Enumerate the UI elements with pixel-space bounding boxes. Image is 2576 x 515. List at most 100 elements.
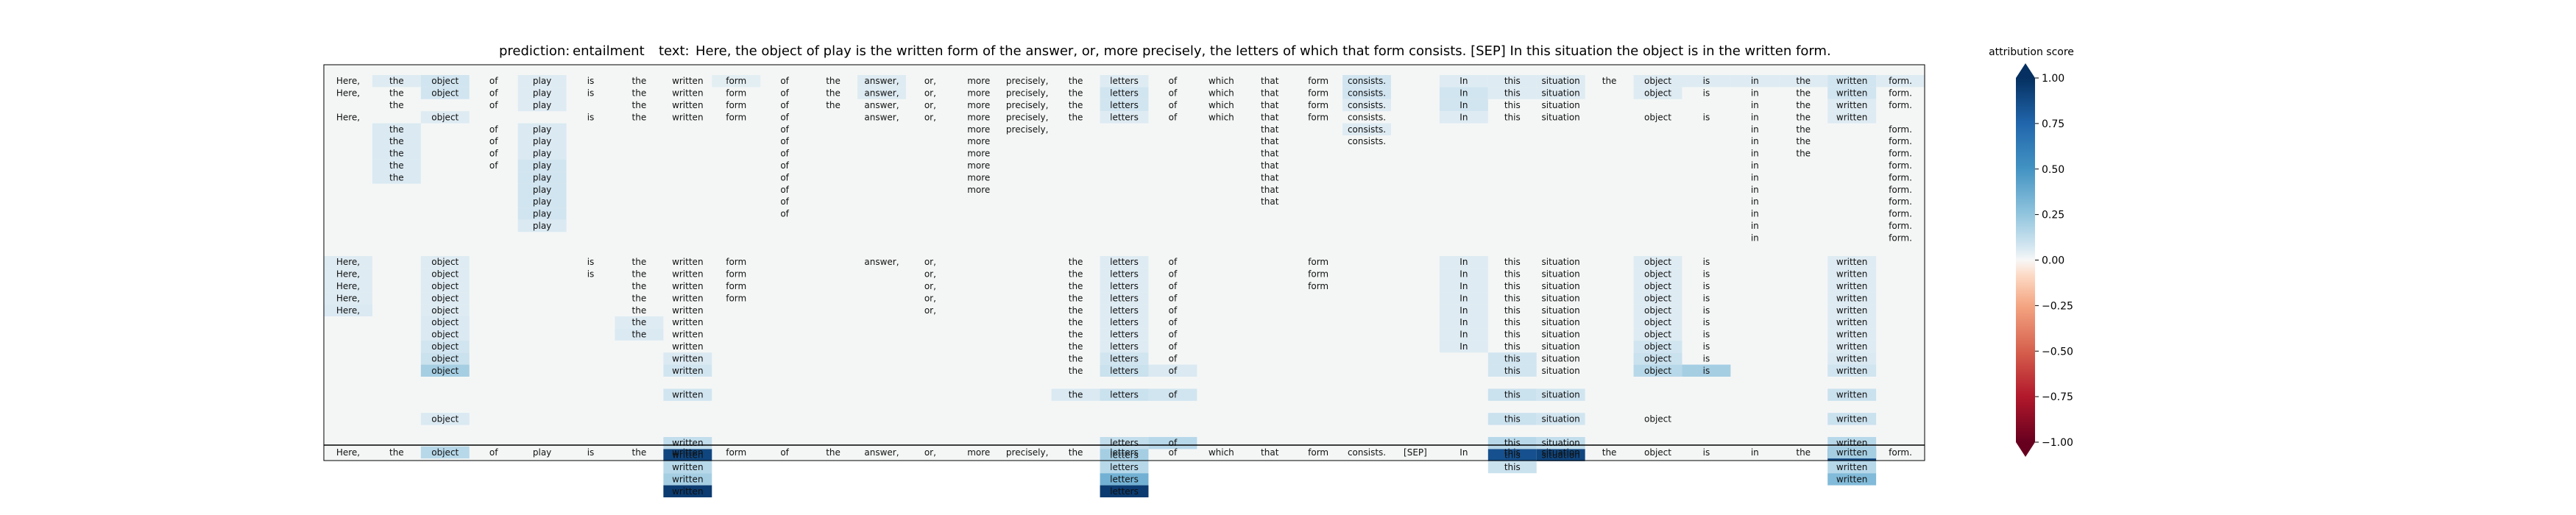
heatmap-cell-r23-c31 [1827,352,1877,365]
heatmap-token-label: play [533,149,551,159]
heatmap-token-label: in [1751,209,1759,219]
heatmap-token-label: the [826,447,841,458]
heatmap-token-label: of [780,112,789,122]
heatmap-token-label: is [587,269,595,280]
heatmap-token-label: the [1796,124,1811,135]
heatmap-cells: Here, the object of play is the written form of th… [324,75,1925,497]
heatmap-token-label: is [1703,281,1710,291]
heatmap-token-label: form [726,447,746,458]
heatmap-token-label: of [489,124,498,135]
heatmap-cell-r3-c2 [420,111,470,124]
heatmap-cell-r4-c21 [1342,123,1391,135]
heatmap-cell-r3-c31 [1827,111,1877,124]
heatmap-token-label: situation [1542,293,1580,303]
heatmap-cell-r0-c23 [1439,75,1488,88]
heatmap-token-label: of [780,209,789,219]
heatmap-token-label: written [1836,341,1867,352]
heatmap-cell-r2-c23 [1439,99,1488,112]
colorbar-tick-label: 0.25 [2042,210,2064,221]
heatmap-cell-r19-c23 [1439,304,1488,316]
heatmap-token-label: form. [1889,88,1912,99]
heatmap-cell-r2-c16 [1100,99,1149,112]
heatmap-cell-r16-c2 [420,268,470,280]
heatmap-token-label: written [1836,330,1867,340]
heatmap-cell-r0-c31 [1827,75,1877,88]
heatmap-token-label: of [489,160,498,171]
heatmap-token-label: form [1308,281,1328,291]
heatmap-token-label: of [780,196,789,207]
heatmap-token-label: of [489,149,498,159]
heatmap-cell-r21-c27 [1633,328,1682,341]
heatmap-token-label: play [533,185,551,195]
heatmap-token-label: play [533,100,551,110]
heatmap-token-label: the [389,172,404,182]
heatmap-token-label: of [780,88,789,99]
heatmap-token-label: of [1169,390,1178,400]
heatmap-token-label: consists. [1348,136,1386,146]
heatmap-token-label: is [587,88,595,99]
heatmap-token-label: written [672,450,703,461]
heatmap-token-label: In [1459,330,1468,340]
heatmap-token-label: of [780,160,789,171]
heatmap-token-label: written [1836,390,1867,400]
heatmap-token-label: written [1836,353,1867,363]
heatmap-token-label: letters [1110,366,1139,376]
heatmap-token-label: situation [1542,317,1580,327]
heatmap-token-label: In [1459,281,1468,291]
heatmap-frame [323,64,1925,461]
heatmap-cell-r0-c4 [517,75,567,88]
heatmap-token-label: the [389,124,404,135]
heatmap-token-label: which [1209,100,1234,110]
heatmap-token-label: object [1644,353,1671,363]
heatmap-token-label: play [533,196,551,207]
heatmap-token-label: this [1504,281,1521,291]
heatmap-token-label: written [1836,474,1867,484]
heatmap-cell-r1-c2 [420,87,470,99]
heatmap-token-label: written [672,112,703,122]
heatmap-cell-r31-c16 [1100,449,1149,461]
heatmap-token-label: is [587,257,595,267]
heatmap-token-label: this [1504,317,1521,327]
heatmap-cell-r21-c6 [615,328,664,341]
heatmap-token-label: object [1644,366,1671,376]
heatmap-token-label: in [1751,172,1759,182]
heatmap-token-label: object [431,88,459,99]
heatmap-token-label: form. [1889,124,1912,135]
heatmap-cell-r31-c7 [663,449,712,461]
heatmap-token-label: Here, [336,281,360,291]
heatmap-cell-r17-c27 [1633,280,1682,293]
heatmap-token-label: the [1796,149,1811,159]
heatmap-token-label: form. [1889,172,1912,182]
heatmap-cell-r17-c23 [1439,280,1488,293]
heatmap-token-label: play [533,447,551,458]
heatmap-token-label: play [533,172,551,182]
heatmap-token-label: is [587,76,595,86]
heatmap-token-label: written [672,341,703,352]
heatmap-token-label: that [1261,112,1279,122]
heatmap-token-label: letters [1110,450,1139,461]
heatmap-token-label: letters [1110,474,1139,484]
heatmap-cell-r7-c4 [517,159,567,172]
heatmap-token-label: letters [1110,353,1139,363]
heatmap-cell-r24-c17 [1148,364,1197,377]
heatmap-token-label: of [1169,447,1178,458]
heatmap-token-label: more [967,160,990,171]
heatmap-token-label: form. [1889,149,1912,159]
heatmap-token-label: or, [924,76,936,86]
heatmap-token-label: or, [924,447,936,458]
heatmap-token-label: in [1751,447,1759,458]
heatmap-token-label: play [533,209,551,219]
heatmap-token-label: or, [924,100,936,110]
heatmap-token-label: form [1308,269,1328,280]
heatmap-token-label: the [1069,305,1083,316]
heatmap-token-label: object [431,366,459,376]
heatmap-cell-rref-c31 [1827,446,1877,459]
heatmap-token-label: object [1644,293,1671,303]
heatmap-cell-r24-c28 [1682,364,1731,377]
heatmap-token-label: form [1308,112,1328,122]
heatmap-cell-r26-c17 [1148,388,1197,401]
heatmap-token-label: letters [1110,293,1139,303]
heatmap-token-label: object [431,269,459,280]
heatmap-token-label: situation [1542,112,1580,122]
